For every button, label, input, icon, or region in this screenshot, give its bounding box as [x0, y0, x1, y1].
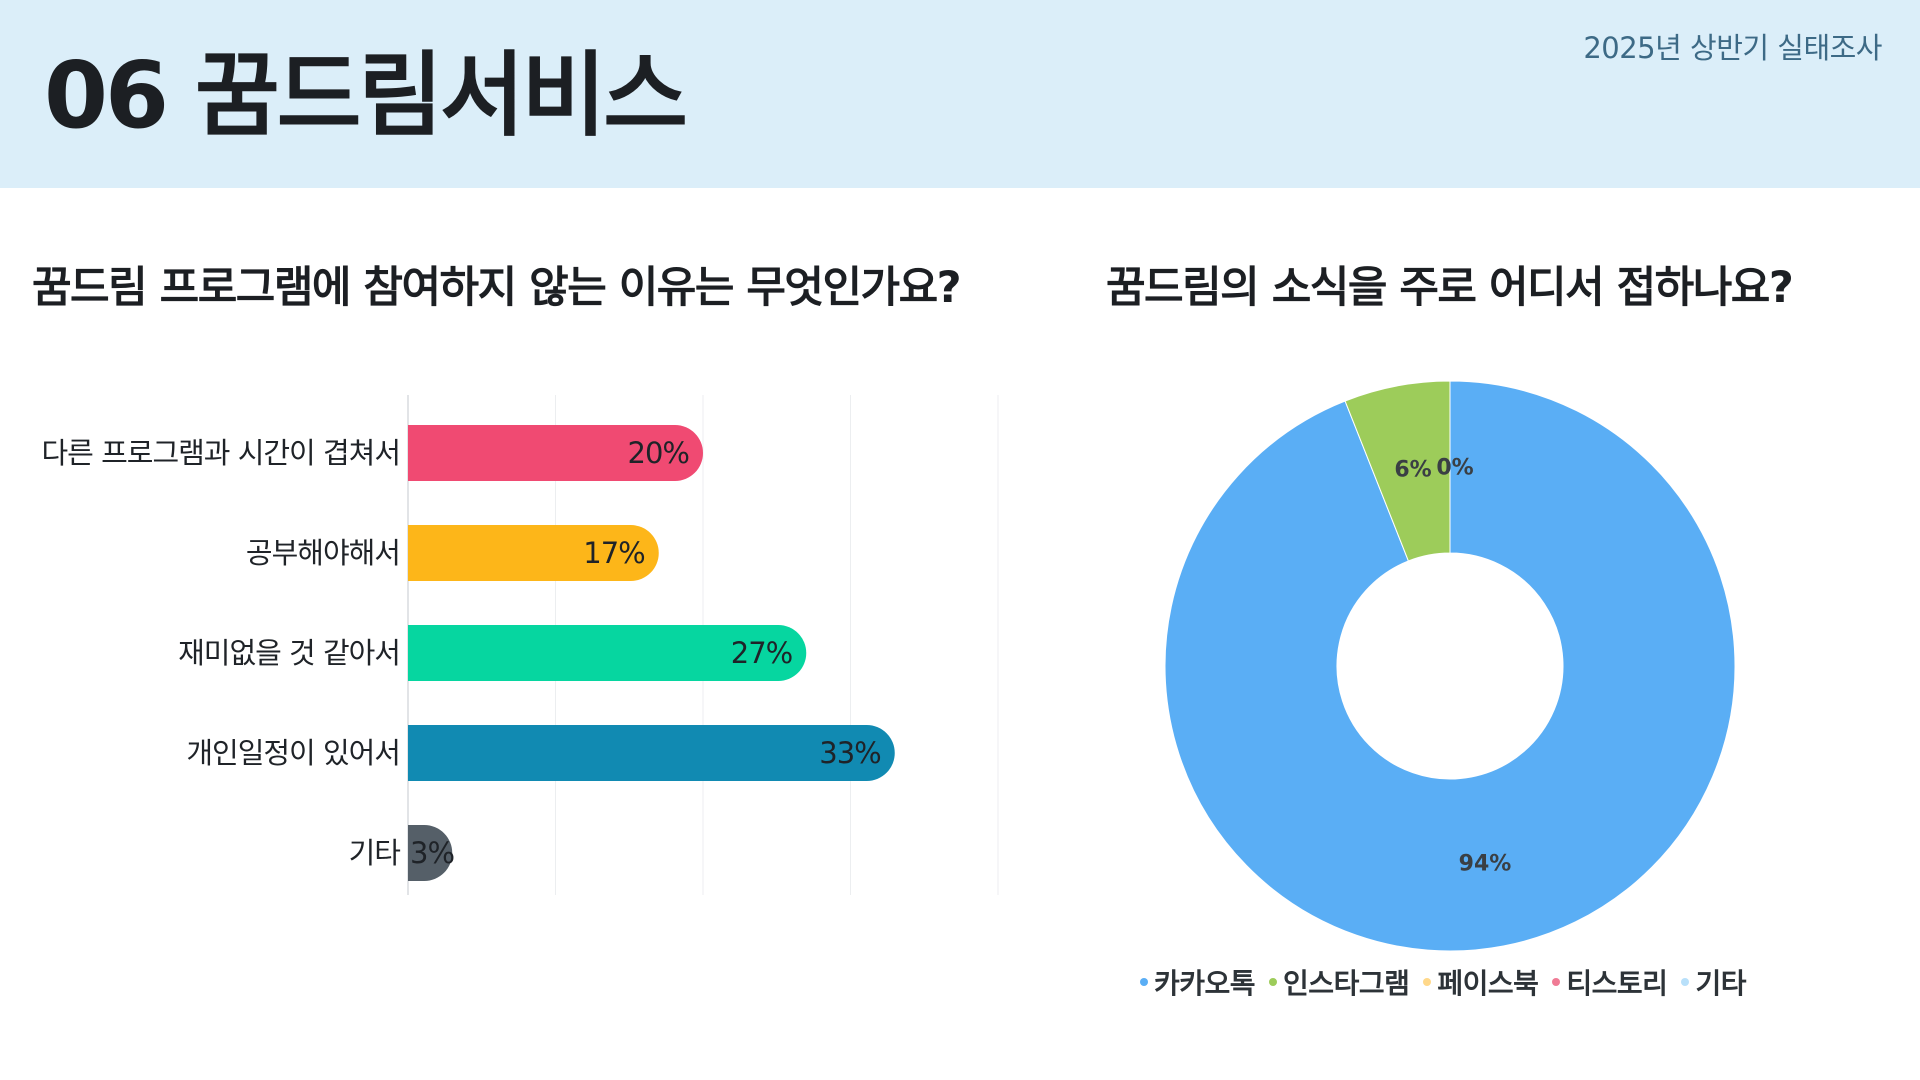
legend-dot-icon — [1269, 978, 1278, 986]
donut-value-label: 0% — [1436, 456, 1473, 481]
donut-chart-question: 꿈드림의 소식을 주로 어디서 접하나요? — [1106, 263, 1794, 313]
legend-label: 인스타그램 — [1283, 967, 1410, 1000]
survey-label: 2025년 상반기 실태조사 — [1583, 31, 1882, 65]
legend-dot-icon — [1681, 978, 1690, 986]
legend-label: 기타 — [1695, 967, 1746, 1000]
donut-slice — [1164, 380, 1736, 952]
bar — [408, 425, 703, 481]
donut-value-label: 94% — [1459, 852, 1512, 877]
bar-category-label: 다른 프로그램과 시간이 겹쳐서 — [42, 436, 401, 470]
bar-value-label: 20% — [628, 436, 689, 470]
legend-label: 카카오톡 — [1154, 967, 1256, 1000]
legend-dot-icon — [1140, 978, 1148, 986]
bar-value-label: 17% — [583, 536, 644, 570]
page-title: 06 꿈드림서비스 — [44, 42, 688, 149]
legend-label: 티스토리 — [1566, 967, 1668, 1000]
legend-item[interactable]: 페이스북 — [1423, 962, 1539, 1002]
bar-value-label: 27% — [731, 636, 792, 670]
header-band: 06 꿈드림서비스 2025년 상반기 실태조사 — [0, 0, 1920, 188]
legend-item[interactable]: 기타 — [1681, 962, 1746, 1002]
legend-dot-icon — [1552, 978, 1561, 986]
bar-chart: 다른 프로그램과 시간이 겹쳐서 20% 공부해야해서 17% 재미없을 것 같아서 27… — [42, 395, 999, 895]
bar — [408, 725, 895, 781]
donut-value-label: 6% — [1394, 458, 1431, 483]
donut-slice — [1344, 380, 1451, 562]
bar — [408, 525, 659, 581]
bar-chart-question: 꿈드림 프로그램에 참여하지 않는 이유는 무엇인가요? — [32, 263, 962, 313]
bar-value-label: 3% — [410, 836, 454, 870]
legend-item[interactable]: 카카오톡 — [1140, 962, 1256, 1002]
bar — [408, 625, 807, 681]
bar-category-label: 재미없을 것 같아서 — [178, 636, 400, 670]
donut-chart: 94% 6% 0% — [1164, 380, 1736, 952]
legend-item[interactable]: 인스타그램 — [1269, 962, 1410, 1002]
bar-category-label: 기타 — [349, 836, 401, 870]
donut-legend: 카카오톡 인스타그램 페이스북 티스토리 기타 — [1140, 961, 1780, 1003]
bar — [408, 825, 453, 881]
legend-dot-icon — [1423, 978, 1432, 986]
bar-category-label: 개인일정이 있어서 — [186, 736, 400, 770]
bar-value-label: 33% — [819, 736, 880, 770]
legend-label: 페이스북 — [1437, 967, 1539, 1000]
legend-item[interactable]: 티스토리 — [1552, 962, 1668, 1002]
bar-category-label: 공부해야해서 — [246, 536, 400, 570]
